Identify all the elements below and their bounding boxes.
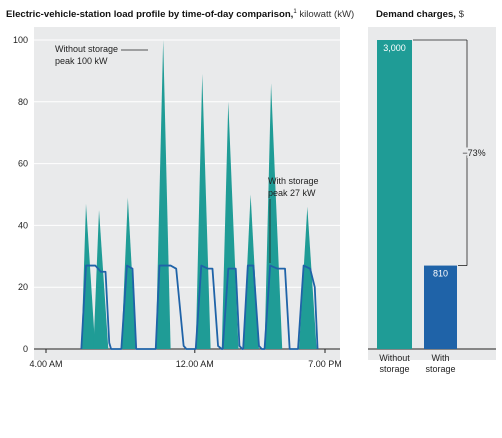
bar-category-label-1-1: Without [379,353,410,363]
y-tick-label-60: 60 [18,159,28,169]
x-tick-label-1: 12.00 AM [176,359,214,369]
bar-category-label-2-1: With [432,353,450,363]
y-tick-label-80: 80 [18,97,28,107]
footnote-marker: 1 [293,9,297,15]
bar-without-storage [377,40,412,349]
with-storage-line [80,264,319,350]
annotation-with-storage-line-1: With storage [268,176,319,186]
y-tick-label-40: 40 [18,220,28,230]
without-storage-peak-7 [243,194,259,349]
bar-value-label-1: 3,000 [383,43,406,53]
percent-change-label: −73% [462,148,485,158]
bar-value-label-2: 810 [433,269,448,279]
annotation-without-storage-line-1: Without storage [55,44,118,54]
bar-with-storage [424,265,457,349]
y-tick-label-20: 20 [18,282,28,292]
without-storage-peak-6 [221,101,239,349]
load-chart-title: Electric-vehicle-station load profile by… [6,9,354,20]
load-chart-title-text: Electric-vehicle-station load profile by… [6,9,294,21]
annotation-with-storage-line-2: peak 27 kW [268,188,316,198]
annotation-without-storage-line-2: peak 100 kW [55,56,108,66]
without-storage-peak-9 [298,206,317,349]
without-storage-peak-2 [93,209,109,349]
bar-category-label-2-2: storage [425,364,455,374]
without-storage-peak-1 [81,203,96,349]
y-tick-label-100: 100 [13,35,28,45]
bar-category-label-1-2: storage [379,364,409,374]
demand-chart-title: Demand charges, $ [376,9,464,20]
demand-chart-unit: $ [458,9,464,20]
x-tick-label-0: 4.00 AM [29,359,62,369]
x-tick-label-2: 7.00 PM [308,359,342,369]
load-chart-unit: kilowatt (kW) [299,9,355,21]
demand-chart-title-text: Demand charges, [376,9,456,20]
y-tick-label-0: 0 [23,344,28,354]
without-storage-peak-3 [121,197,137,349]
